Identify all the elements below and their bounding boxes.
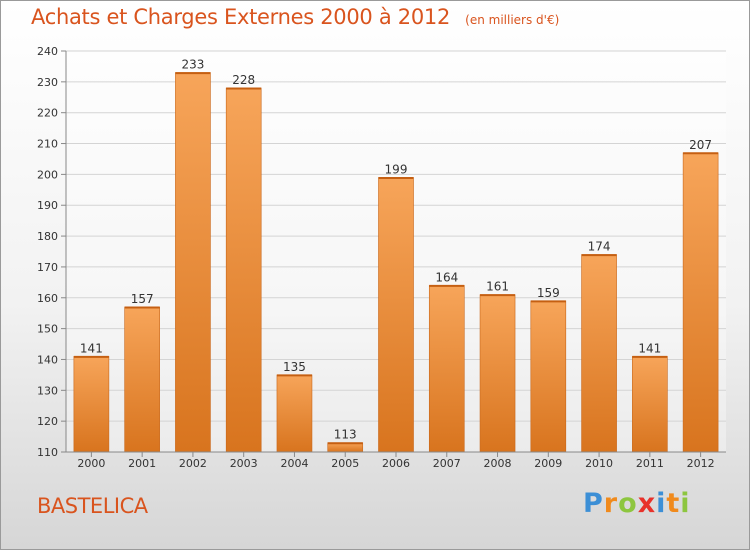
data-label-2010: 174: [588, 240, 611, 254]
data-label-2003: 228: [232, 73, 255, 87]
x-tick-label-2005: 2005: [331, 457, 359, 470]
place-name: BASTELICA: [37, 494, 148, 518]
y-tick-label: 110: [37, 446, 58, 459]
proxiti-logo[interactable]: Proxiti: [583, 488, 691, 519]
data-label-2000: 141: [80, 341, 103, 355]
logo-letter: x: [637, 488, 657, 519]
x-tick-label-2007: 2007: [433, 457, 461, 470]
data-label-2012: 207: [689, 138, 712, 152]
x-tick-label-2002: 2002: [179, 457, 207, 470]
data-label-2009: 159: [537, 286, 560, 300]
logo-letter: i: [656, 488, 667, 519]
data-label-2001: 157: [131, 292, 154, 306]
data-labels: 141 157 233 228 135 113 199 164 161 159 174 141 207: [80, 58, 712, 442]
bar-2004: [276, 374, 313, 453]
x-tick-label-2012: 2012: [687, 457, 715, 470]
y-tick-label: 230: [37, 76, 58, 89]
y-tick-label: 200: [37, 168, 58, 181]
logo-letter: o: [618, 488, 638, 519]
bar-2002: [175, 72, 211, 453]
x-tick-labels: 2000 2001 2002 2003 2004 2005 2006 2007 2008 2009…: [77, 452, 715, 470]
y-tick-label: 210: [37, 138, 58, 151]
y-tick-label: 220: [37, 107, 58, 120]
x-tick-label-2009: 2009: [534, 457, 562, 470]
chart-unit: (en milliers d'€): [465, 13, 560, 27]
bar-2011: [632, 356, 668, 453]
y-tick-label: 170: [37, 261, 58, 274]
bar-2003: [225, 87, 262, 453]
data-label-2005: 113: [334, 428, 357, 442]
bar-2001: [124, 306, 160, 453]
bars: [73, 72, 719, 453]
y-tick-label: 160: [37, 292, 58, 305]
logo-letter: t: [666, 488, 681, 519]
bar-2008: [479, 294, 516, 453]
bar-2010: [581, 254, 617, 453]
data-label-2011: 141: [638, 341, 661, 355]
x-tick-label-2008: 2008: [484, 457, 512, 470]
x-tick-label-2000: 2000: [77, 457, 105, 470]
data-label-2008: 161: [486, 280, 509, 294]
x-tick-label-2006: 2006: [382, 457, 410, 470]
x-tick-label-2001: 2001: [128, 457, 156, 470]
bar-2006: [378, 177, 414, 453]
data-label-2004: 135: [283, 360, 306, 374]
data-label-2002: 233: [181, 58, 204, 72]
y-tick-label: 240: [37, 45, 58, 58]
title-row: Achats et Charges Externes 2000 à 2012 (…: [31, 5, 559, 29]
x-tick-label-2011: 2011: [636, 457, 664, 470]
y-tick-label: 180: [37, 230, 58, 243]
logo-letter: r: [603, 488, 619, 519]
bar-2009: [530, 300, 567, 453]
bar-2000: [73, 356, 110, 453]
data-label-2007: 164: [435, 270, 458, 284]
y-tick-label: 120: [37, 415, 58, 428]
y-tick-label: 150: [37, 323, 58, 336]
y-tick-label: 190: [37, 199, 58, 212]
bar-2007: [428, 285, 465, 453]
chart-title: Achats et Charges Externes 2000 à 2012: [31, 5, 451, 29]
x-tick-label-2010: 2010: [585, 457, 613, 470]
logo-letter: P: [583, 488, 604, 519]
data-label-2006: 199: [385, 162, 408, 176]
bar-2012: [682, 152, 719, 453]
x-tick-label-2003: 2003: [230, 457, 258, 470]
y-tick-label: 140: [37, 353, 58, 366]
logo-letter: i: [680, 488, 691, 519]
x-tick-label-2004: 2004: [280, 457, 308, 470]
y-tick-label: 130: [37, 384, 58, 397]
y-tick-labels: 110 120 130 140 150 160 170 180 190 200 210 220 230 2…: [37, 45, 66, 459]
